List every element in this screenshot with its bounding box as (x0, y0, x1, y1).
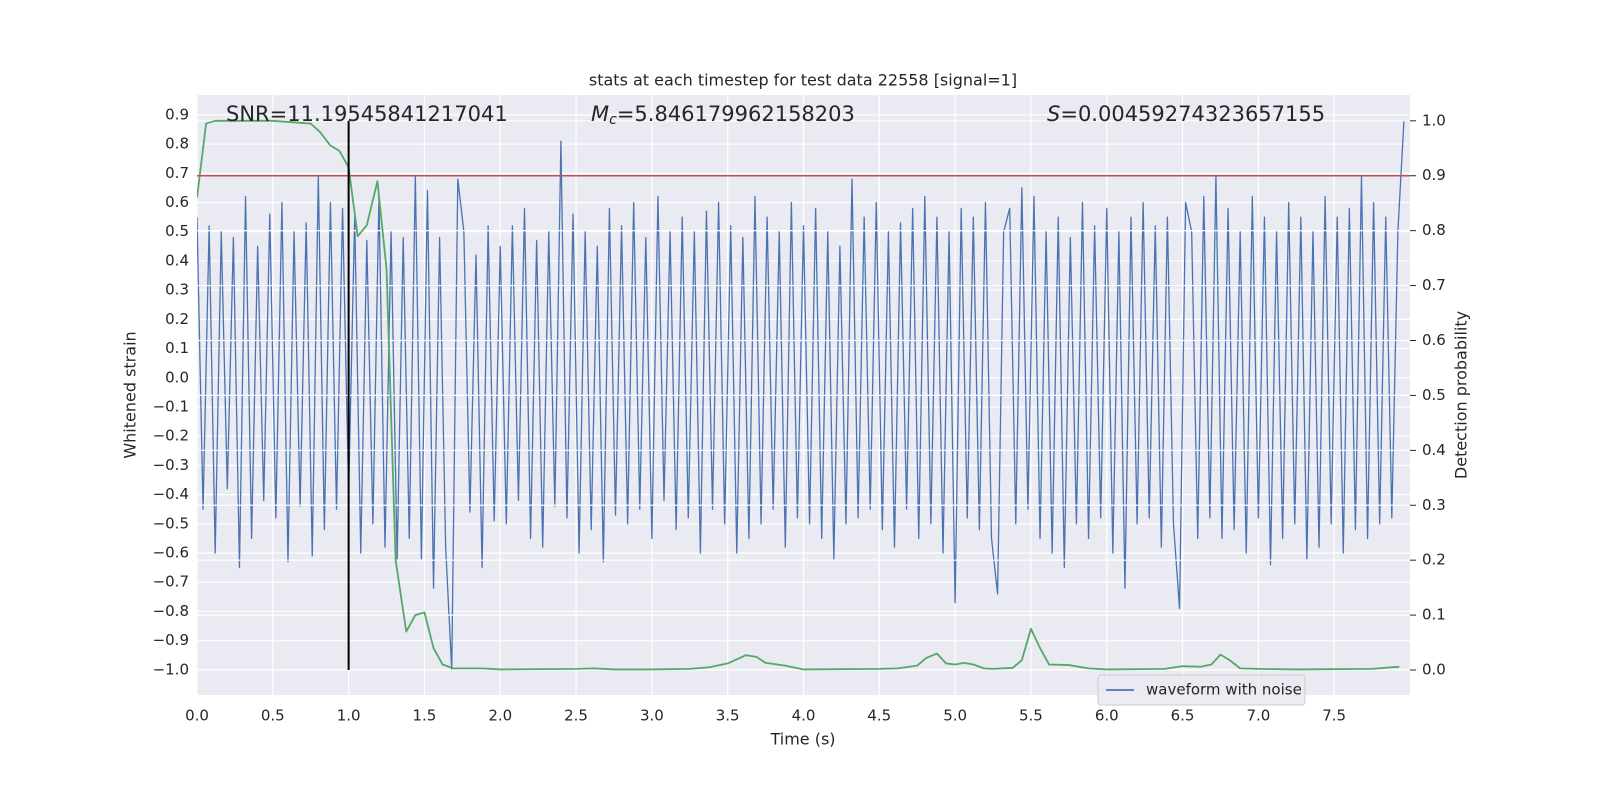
y2-tick-label: 0.3 (1422, 496, 1446, 514)
x-tick-label: 1.5 (413, 707, 437, 725)
y-tick-label: 0.4 (165, 251, 189, 269)
x-tick-label: 1.0 (337, 707, 361, 725)
y-tick-label: 0.9 (165, 105, 189, 123)
y-axis-label: Whitened strain (121, 331, 140, 458)
annotation: Mc=5.846179962158203 (591, 102, 855, 128)
y-tick-label: −1.0 (153, 660, 189, 678)
y2-tick-label: 0.4 (1422, 441, 1446, 459)
y-tick-label: −0.5 (153, 514, 189, 532)
y2-axis-label: Detection probability (1452, 311, 1471, 479)
y2-tick-label: 0.5 (1422, 386, 1446, 404)
y-tick-label: 0.2 (165, 310, 189, 328)
x-axis-label: Time (s) (769, 730, 835, 749)
y2-tick-label: 1.0 (1422, 111, 1446, 129)
x-tick-label: 4.5 (867, 707, 891, 725)
y-tick-label: −0.4 (153, 485, 189, 503)
annotation-symbol: S (1047, 102, 1060, 126)
y2-tick-label: 0.6 (1422, 331, 1446, 349)
series-line (197, 119, 1400, 671)
y-tick-label: −0.3 (153, 456, 189, 474)
x-tick-label: 5.5 (1019, 707, 1043, 725)
annotation: SNR=11.19545841217041 (226, 102, 508, 126)
y-tick-label: 0.6 (165, 193, 189, 211)
y-tick-label: 0.8 (165, 135, 189, 153)
chart-title: stats at each timestep for test data 225… (589, 71, 1017, 90)
annotation-text: =5.846179962158203 (617, 102, 855, 126)
x-tick-label: 6.5 (1171, 707, 1195, 725)
annotation-text: SNR=11.19545841217041 (226, 102, 508, 126)
y-tick-label: −0.6 (153, 544, 189, 562)
x-tick-label: 7.0 (1246, 707, 1270, 725)
y2-tick-label: 0.9 (1422, 166, 1446, 184)
y2-tick-label: 0.8 (1422, 221, 1446, 239)
y-tick-label: −0.1 (153, 397, 189, 415)
y-tick-label: 0.5 (165, 222, 189, 240)
y-tick-label: −0.9 (153, 631, 189, 649)
x-tick-label: 2.5 (564, 707, 588, 725)
y2-tick-label: 0.7 (1422, 276, 1446, 294)
x-tick-label: 3.5 (716, 707, 740, 725)
y-tick-label: −0.8 (153, 602, 189, 620)
x-tick-label: 7.5 (1322, 707, 1346, 725)
x-tick-label: 6.0 (1095, 707, 1119, 725)
x-tick-label: 0.0 (185, 707, 209, 725)
x-tick-label: 3.0 (640, 707, 664, 725)
legend-label: waveform with noise (1146, 681, 1302, 699)
y2-tick-label: 0.0 (1422, 661, 1446, 679)
y-tick-label: −0.7 (153, 573, 189, 591)
y-tick-label: 0.1 (165, 339, 189, 357)
legend-box (1097, 674, 1306, 706)
x-tick-label: 4.0 (792, 707, 816, 725)
annotation: S=0.00459274323657155 (1047, 102, 1325, 126)
annotation-text: =0.00459274323657155 (1060, 102, 1325, 126)
y-tick-label: 0.0 (165, 368, 189, 386)
annotation-subscript: c (609, 112, 617, 128)
annotation-symbol: M (591, 102, 609, 126)
y-tick-label: 0.7 (165, 164, 189, 182)
y-tick-label: 0.3 (165, 281, 189, 299)
plot-area (197, 119, 1410, 671)
x-tick-label: 5.0 (943, 707, 967, 725)
x-tick-label: 2.0 (488, 707, 512, 725)
y2-tick-label: 0.1 (1422, 606, 1446, 624)
x-tick-label: 0.5 (261, 707, 285, 725)
y2-tick-label: 0.2 (1422, 551, 1446, 569)
y-tick-label: −0.2 (153, 427, 189, 445)
